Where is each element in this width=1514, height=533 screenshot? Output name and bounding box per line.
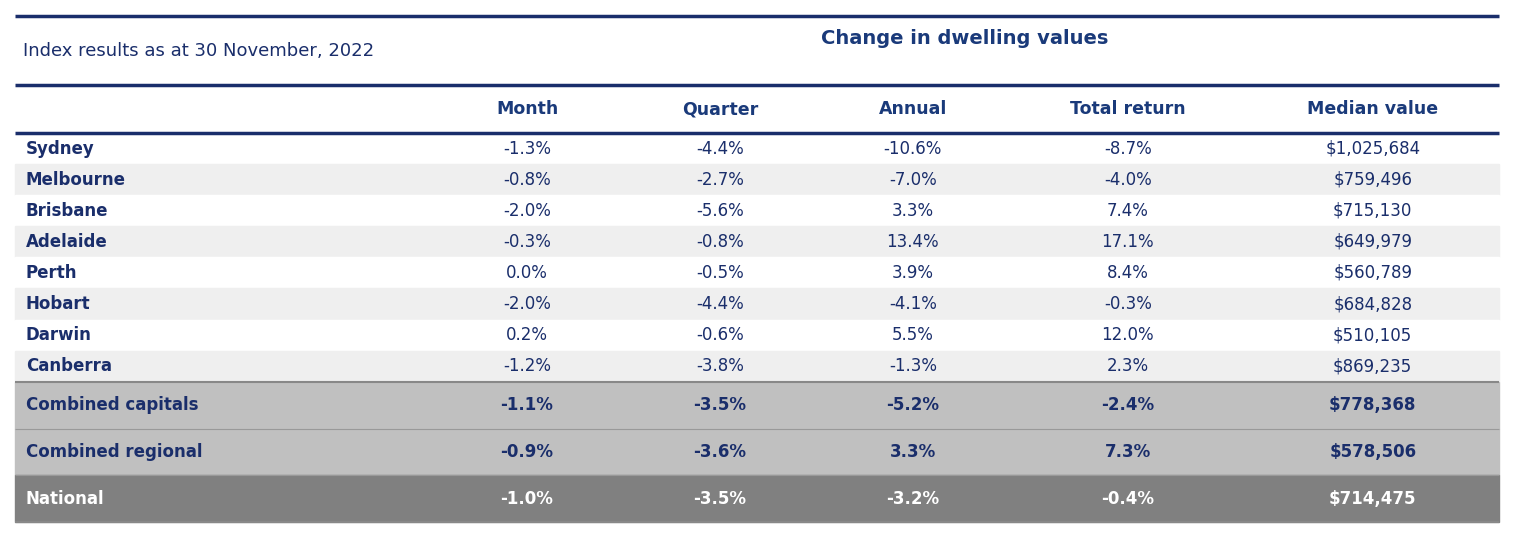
Bar: [15, 227, 1499, 257]
Text: -4.1%: -4.1%: [889, 295, 937, 313]
Bar: [15, 257, 1499, 288]
Text: -5.6%: -5.6%: [696, 202, 743, 220]
Bar: [15, 288, 1499, 320]
Text: Canberra: Canberra: [26, 357, 112, 375]
Bar: [15, 475, 1499, 522]
Text: -0.8%: -0.8%: [503, 171, 551, 189]
Text: Perth: Perth: [26, 264, 77, 282]
Text: $759,496: $759,496: [1334, 171, 1413, 189]
Text: Adelaide: Adelaide: [26, 233, 107, 251]
Text: -2.0%: -2.0%: [503, 202, 551, 220]
Text: Annual: Annual: [878, 100, 946, 118]
Text: $684,828: $684,828: [1334, 295, 1413, 313]
Text: Melbourne: Melbourne: [26, 171, 126, 189]
Text: 7.3%: 7.3%: [1105, 443, 1151, 461]
Text: $714,475: $714,475: [1329, 490, 1417, 508]
Text: -0.4%: -0.4%: [1101, 490, 1155, 508]
Text: 17.1%: 17.1%: [1102, 233, 1154, 251]
Text: -3.8%: -3.8%: [696, 357, 743, 375]
Text: -0.3%: -0.3%: [1104, 295, 1152, 313]
Text: Total return: Total return: [1070, 100, 1185, 118]
Text: Hobart: Hobart: [26, 295, 91, 313]
Text: $510,105: $510,105: [1334, 326, 1413, 344]
Bar: [15, 164, 1499, 196]
Bar: [15, 319, 1499, 351]
Text: 0.2%: 0.2%: [506, 326, 548, 344]
Text: Brisbane: Brisbane: [26, 202, 107, 220]
Text: Darwin: Darwin: [26, 326, 92, 344]
Text: Quarter: Quarter: [681, 100, 759, 118]
Text: -1.2%: -1.2%: [503, 357, 551, 375]
Text: -2.7%: -2.7%: [696, 171, 743, 189]
Text: $1,025,684: $1,025,684: [1325, 140, 1420, 158]
Text: 3.3%: 3.3%: [890, 443, 936, 461]
Text: -2.0%: -2.0%: [503, 295, 551, 313]
Text: -1.3%: -1.3%: [503, 140, 551, 158]
Text: $778,368: $778,368: [1329, 396, 1417, 414]
Text: -1.0%: -1.0%: [501, 490, 554, 508]
Bar: [15, 196, 1499, 227]
Text: 3.9%: 3.9%: [892, 264, 934, 282]
Text: National: National: [26, 490, 104, 508]
Bar: [15, 382, 1499, 429]
Text: $560,789: $560,789: [1334, 264, 1413, 282]
Text: Index results as at 30 November, 2022: Index results as at 30 November, 2022: [23, 42, 374, 60]
Text: $869,235: $869,235: [1334, 357, 1413, 375]
Text: Median value: Median value: [1307, 100, 1438, 118]
Text: -2.4%: -2.4%: [1101, 396, 1155, 414]
Text: -3.5%: -3.5%: [693, 396, 746, 414]
Text: -3.2%: -3.2%: [886, 490, 939, 508]
Text: -3.6%: -3.6%: [693, 443, 746, 461]
Text: 13.4%: 13.4%: [887, 233, 939, 251]
Text: 3.3%: 3.3%: [892, 202, 934, 220]
Text: Sydney: Sydney: [26, 140, 94, 158]
Text: -5.2%: -5.2%: [886, 396, 939, 414]
Text: -10.6%: -10.6%: [884, 140, 942, 158]
Text: -4.0%: -4.0%: [1104, 171, 1152, 189]
Bar: [15, 85, 1499, 133]
Text: $649,979: $649,979: [1334, 233, 1413, 251]
Text: -0.5%: -0.5%: [696, 264, 743, 282]
Text: -1.1%: -1.1%: [501, 396, 554, 414]
Text: 5.5%: 5.5%: [892, 326, 934, 344]
Bar: [15, 16, 1499, 85]
Text: 12.0%: 12.0%: [1102, 326, 1154, 344]
Text: Combined regional: Combined regional: [26, 443, 203, 461]
Text: -7.0%: -7.0%: [889, 171, 937, 189]
Text: $578,506: $578,506: [1329, 443, 1416, 461]
Text: -3.5%: -3.5%: [693, 490, 746, 508]
Text: -8.7%: -8.7%: [1104, 140, 1152, 158]
Bar: [15, 351, 1499, 382]
Text: Combined capitals: Combined capitals: [26, 396, 198, 414]
Text: $715,130: $715,130: [1332, 202, 1413, 220]
Text: -0.6%: -0.6%: [696, 326, 743, 344]
Text: 0.0%: 0.0%: [506, 264, 548, 282]
Text: -0.8%: -0.8%: [696, 233, 743, 251]
Text: -4.4%: -4.4%: [696, 140, 743, 158]
Text: 7.4%: 7.4%: [1107, 202, 1149, 220]
Bar: [15, 133, 1499, 164]
Text: -1.3%: -1.3%: [889, 357, 937, 375]
Text: Month: Month: [497, 100, 559, 118]
Text: -0.9%: -0.9%: [501, 443, 554, 461]
Text: -4.4%: -4.4%: [696, 295, 743, 313]
Text: Change in dwelling values: Change in dwelling values: [821, 29, 1108, 47]
Bar: [15, 429, 1499, 475]
Text: 8.4%: 8.4%: [1107, 264, 1149, 282]
Text: 2.3%: 2.3%: [1107, 357, 1149, 375]
Text: -0.3%: -0.3%: [503, 233, 551, 251]
